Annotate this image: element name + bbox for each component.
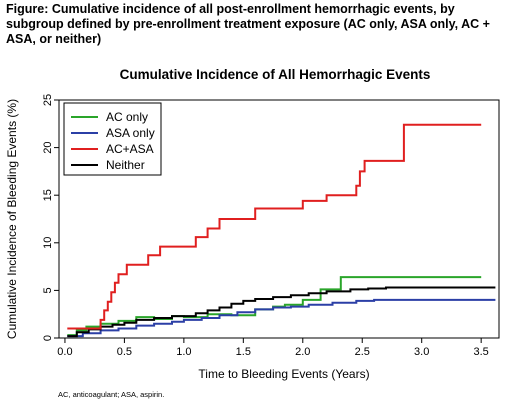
- series-line-asa-only: [67, 298, 496, 338]
- y-axis: 0 5 10 15 20 25: [42, 94, 59, 341]
- x-tick-label: 3.5: [474, 346, 489, 358]
- legend-label: AC+ASA: [106, 142, 154, 156]
- x-tick-label: 3.0: [414, 346, 429, 358]
- chart-title: Cumulative Incidence of All Hemorrhagic …: [120, 67, 431, 82]
- series-line-ac-asa: [67, 123, 482, 330]
- x-tick-label: 2.5: [355, 346, 370, 358]
- x-tick-label: 2.0: [295, 346, 310, 358]
- y-tick-label: 20: [42, 141, 54, 153]
- plot-frame: [58, 99, 500, 339]
- y-tick-label: 10: [42, 237, 54, 249]
- series-line-ac-only: [67, 276, 482, 337]
- series-layer: [67, 123, 496, 338]
- legend-label: ASA only: [106, 126, 155, 140]
- x-axis: 0.0 0.5 1.0 1.5 2.0 2.5 3.0 3.5: [57, 338, 489, 358]
- footnote: AC, anticoagulant; ASA, aspirin.: [58, 390, 165, 399]
- legend-label: AC only: [106, 110, 148, 124]
- x-tick-label: 0.5: [117, 346, 132, 358]
- y-tick-label: 25: [42, 94, 54, 106]
- x-tick-label: 1.0: [176, 346, 191, 358]
- y-tick-label: 5: [42, 287, 54, 293]
- legend-box: [63, 102, 162, 176]
- y-axis-label: Cumulative Incidence of Bleeding Events …: [5, 99, 19, 339]
- x-axis-label: Time to Bleeding Events (Years): [198, 367, 369, 381]
- y-tick-label: 0: [42, 335, 54, 341]
- x-tick-label: 0.0: [57, 346, 72, 358]
- series-line-neither: [67, 286, 496, 338]
- legend-label: Neither: [106, 158, 145, 172]
- legend: AC only ASA only AC+ASA Neither: [63, 102, 162, 176]
- x-tick-label: 1.5: [236, 346, 251, 358]
- y-tick-label: 15: [42, 189, 54, 201]
- figure-caption: Figure: Cumulative incidence of all post…: [6, 2, 490, 46]
